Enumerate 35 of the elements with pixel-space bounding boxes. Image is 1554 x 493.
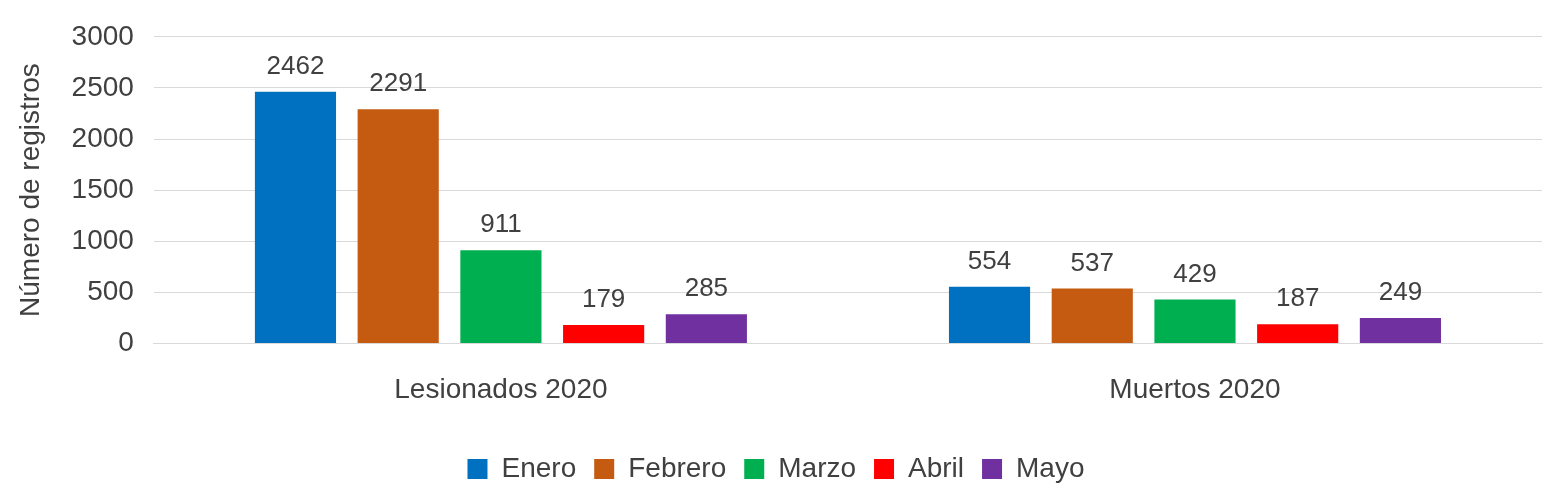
bar: [254, 91, 337, 343]
y-tick-label: 500: [87, 275, 134, 307]
y-tick-label: 3000: [71, 19, 134, 51]
bar: [1154, 299, 1236, 343]
bar: [460, 250, 542, 343]
x-tick-label: Muertos 2020: [1109, 372, 1281, 404]
y-tick-label: 1500: [71, 172, 134, 204]
data-label: 537: [1070, 246, 1114, 277]
y-tick-label: 2500: [71, 70, 134, 102]
y-tick-label: 1000: [71, 223, 134, 255]
bar: [665, 314, 747, 343]
legend-label: Mayo: [1016, 451, 1085, 483]
bar: [563, 325, 645, 343]
legend-label: Enero: [501, 451, 577, 483]
bar: [1359, 317, 1441, 343]
legend-label: Abril: [908, 451, 965, 483]
data-label: 911: [480, 208, 522, 239]
bar: [1257, 324, 1339, 343]
bar: [948, 286, 1031, 343]
data-label: 2462: [266, 49, 325, 80]
x-tick-label: Lesionados 2020: [394, 372, 608, 404]
bar: [1051, 288, 1133, 343]
legend-label: Febrero: [628, 451, 727, 483]
legend-label: Marzo: [778, 451, 857, 483]
y-tick-label: 2000: [71, 121, 134, 153]
data-label: 285: [684, 272, 729, 303]
y-axis-title: Número de registros: [13, 63, 45, 317]
y-tick-label: 0: [118, 326, 134, 358]
data-label: 554: [967, 244, 1012, 275]
data-label: 249: [1378, 276, 1423, 307]
data-label: 429: [1173, 257, 1217, 288]
data-label: 2291: [369, 67, 428, 98]
bar: [357, 109, 439, 343]
data-label: 179: [581, 283, 626, 314]
data-label: 187: [1276, 282, 1320, 313]
